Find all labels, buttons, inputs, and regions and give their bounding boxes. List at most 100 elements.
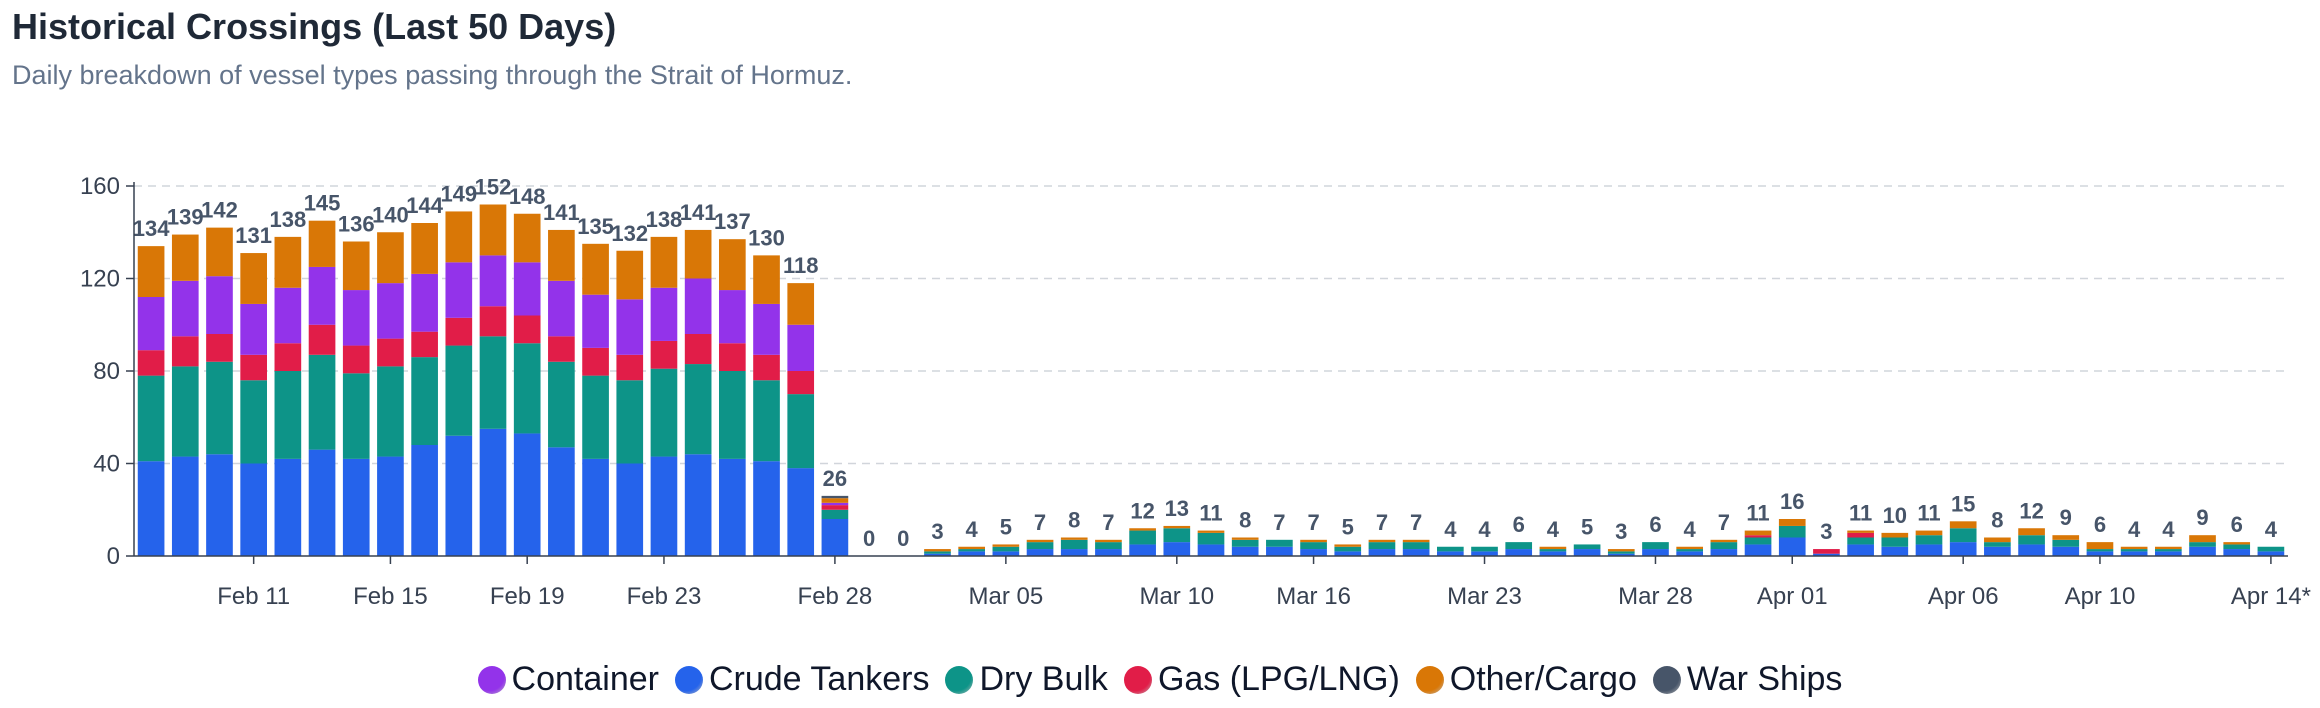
- bar-segment-other-cargo[interactable]: [274, 236, 302, 288]
- bar-segment-other-cargo[interactable]: [1710, 539, 1738, 543]
- bar-segment-crude-tankers[interactable]: [821, 519, 849, 556]
- bar-segment-dry-bulk[interactable]: [1060, 539, 1088, 550]
- bar-segment-crude-tankers[interactable]: [1710, 549, 1738, 556]
- bar-segment-container[interactable]: [171, 280, 199, 337]
- bar-segment-other-cargo[interactable]: [1949, 521, 1977, 529]
- bar-segment-crude-tankers[interactable]: [924, 553, 951, 556]
- bar-segment-gas-lpg-lng-[interactable]: [445, 317, 473, 346]
- bar-segment-container[interactable]: [411, 273, 438, 332]
- bar-segment-dry-bulk[interactable]: [513, 343, 541, 434]
- bar-segment-dry-bulk[interactable]: [1744, 537, 1772, 545]
- bar-segment-crude-tankers[interactable]: [684, 454, 712, 556]
- bar-segment-crude-tankers[interactable]: [342, 458, 370, 556]
- bar-segment-dry-bulk[interactable]: [1607, 551, 1635, 554]
- bar-segment-crude-tankers[interactable]: [308, 449, 336, 556]
- bar-segment-other-cargo[interactable]: [1197, 530, 1225, 533]
- bar-segment-dry-bulk[interactable]: [2154, 549, 2182, 552]
- bar-segment-container[interactable]: [650, 287, 678, 341]
- bar-segment-crude-tankers[interactable]: [1436, 551, 1464, 556]
- bar-segment-crude-tankers[interactable]: [1676, 551, 1704, 556]
- bar-segment-dry-bulk[interactable]: [1300, 542, 1327, 550]
- bar-segment-other-cargo[interactable]: [1095, 539, 1122, 543]
- bar-segment-dry-bulk[interactable]: [787, 394, 815, 469]
- bar-segment-crude-tankers[interactable]: [1471, 551, 1498, 556]
- legend-item-container[interactable]: Container: [477, 660, 659, 699]
- bar-segment-gas-lpg-lng-[interactable]: [377, 338, 404, 367]
- bar-segment-dry-bulk[interactable]: [206, 361, 233, 455]
- bar-segment-container[interactable]: [616, 299, 644, 355]
- bar-segment-crude-tankers[interactable]: [753, 461, 780, 556]
- bar-segment-other-cargo[interactable]: [1915, 530, 1943, 536]
- bar-segment-other-cargo[interactable]: [377, 232, 404, 284]
- bar-segment-crude-tankers[interactable]: [992, 551, 1020, 556]
- bar-segment-gas-lpg-lng-[interactable]: [616, 354, 644, 381]
- bar-segment-crude-tankers[interactable]: [1915, 544, 1943, 556]
- bar-segment-other-cargo[interactable]: [411, 223, 438, 274]
- bar-segment-container[interactable]: [308, 266, 336, 325]
- bar-segment-dry-bulk[interactable]: [753, 380, 780, 462]
- bar-segment-dry-bulk[interactable]: [445, 345, 473, 436]
- bar-segment-dry-bulk[interactable]: [1539, 549, 1567, 552]
- bar-segment-crude-tankers[interactable]: [1197, 544, 1225, 556]
- bar-segment-other-cargo[interactable]: [582, 243, 609, 295]
- bar-segment-crude-tankers[interactable]: [1266, 546, 1293, 556]
- bar-segment-crude-tankers[interactable]: [411, 445, 438, 556]
- bar-segment-dry-bulk[interactable]: [1334, 546, 1362, 552]
- bar-segment-crude-tankers[interactable]: [1744, 544, 1772, 556]
- bar-segment-gas-lpg-lng-[interactable]: [513, 315, 541, 344]
- bar-segment-crude-tankers[interactable]: [1231, 546, 1259, 556]
- bar-segment-crude-tankers[interactable]: [1334, 551, 1362, 556]
- bar-segment-other-cargo[interactable]: [2154, 546, 2182, 550]
- bar-segment-other-cargo[interactable]: [2120, 546, 2148, 550]
- bar-segment-gas-lpg-lng-[interactable]: [137, 350, 165, 376]
- bar-segment-other-cargo[interactable]: [206, 227, 233, 277]
- bar-segment-dry-bulk[interactable]: [2052, 539, 2080, 547]
- bar-segment-dry-bulk[interactable]: [958, 549, 986, 552]
- bar-segment-other-cargo[interactable]: [137, 246, 165, 297]
- bar-segment-other-cargo[interactable]: [1300, 539, 1327, 543]
- bar-segment-dry-bulk[interactable]: [1984, 542, 2011, 547]
- bar-segment-crude-tankers[interactable]: [2154, 551, 2182, 556]
- bar-segment-crude-tankers[interactable]: [1984, 546, 2011, 556]
- bar-segment-dry-bulk[interactable]: [1231, 539, 1259, 547]
- bar-segment-dry-bulk[interactable]: [821, 509, 849, 519]
- bar-segment-other-cargo[interactable]: [1847, 530, 1874, 533]
- bar-segment-other-cargo[interactable]: [1163, 525, 1191, 529]
- bar-segment-crude-tankers[interactable]: [2257, 551, 2285, 556]
- bar-segment-gas-lpg-lng-[interactable]: [479, 306, 507, 337]
- bar-segment-gas-lpg-lng-[interactable]: [821, 505, 849, 510]
- bar-segment-dry-bulk[interactable]: [1129, 530, 1156, 545]
- bar-segment-other-cargo[interactable]: [1402, 539, 1430, 543]
- bar-segment-crude-tankers[interactable]: [1607, 553, 1635, 556]
- bar-segment-gas-lpg-lng-[interactable]: [650, 340, 678, 369]
- bar-segment-other-cargo[interactable]: [1334, 544, 1362, 547]
- bar-segment-other-cargo[interactable]: [1026, 539, 1054, 543]
- bar-segment-crude-tankers[interactable]: [479, 428, 507, 556]
- bar-segment-other-cargo[interactable]: [1881, 532, 1909, 538]
- bar-segment-other-cargo[interactable]: [2086, 542, 2114, 550]
- bar-segment-dry-bulk[interactable]: [684, 364, 712, 455]
- bar-segment-other-cargo[interactable]: [479, 204, 507, 256]
- bar-segment-dry-bulk[interactable]: [342, 373, 370, 459]
- bar-segment-dry-bulk[interactable]: [1026, 542, 1054, 550]
- bar-segment-other-cargo[interactable]: [240, 253, 268, 304]
- bar-segment-gas-lpg-lng-[interactable]: [582, 347, 609, 376]
- bar-segment-crude-tankers[interactable]: [1573, 549, 1601, 556]
- bar-segment-other-cargo[interactable]: [445, 211, 473, 263]
- bar-segment-gas-lpg-lng-[interactable]: [206, 334, 233, 362]
- bar-segment-dry-bulk[interactable]: [411, 357, 438, 445]
- bar-segment-gas-lpg-lng-[interactable]: [684, 334, 712, 365]
- bar-segment-other-cargo[interactable]: [548, 229, 575, 281]
- bar-segment-dry-bulk[interactable]: [308, 354, 336, 450]
- bar-segment-crude-tankers[interactable]: [1949, 542, 1977, 556]
- bar-segment-dry-bulk[interactable]: [650, 368, 678, 457]
- bar-segment-crude-tankers[interactable]: [1505, 549, 1533, 556]
- bar-segment-gas-lpg-lng-[interactable]: [240, 354, 268, 381]
- legend-item-dry-bulk[interactable]: Dry Bulk: [945, 660, 1108, 699]
- bar-segment-gas-lpg-lng-[interactable]: [308, 324, 336, 355]
- bar-segment-container[interactable]: [821, 502, 849, 506]
- bar-segment-crude-tankers[interactable]: [2120, 551, 2148, 556]
- bar-segment-gas-lpg-lng-[interactable]: [171, 336, 199, 367]
- bar-segment-crude-tankers[interactable]: [1881, 546, 1909, 556]
- bar-segment-other-cargo[interactable]: [992, 544, 1020, 547]
